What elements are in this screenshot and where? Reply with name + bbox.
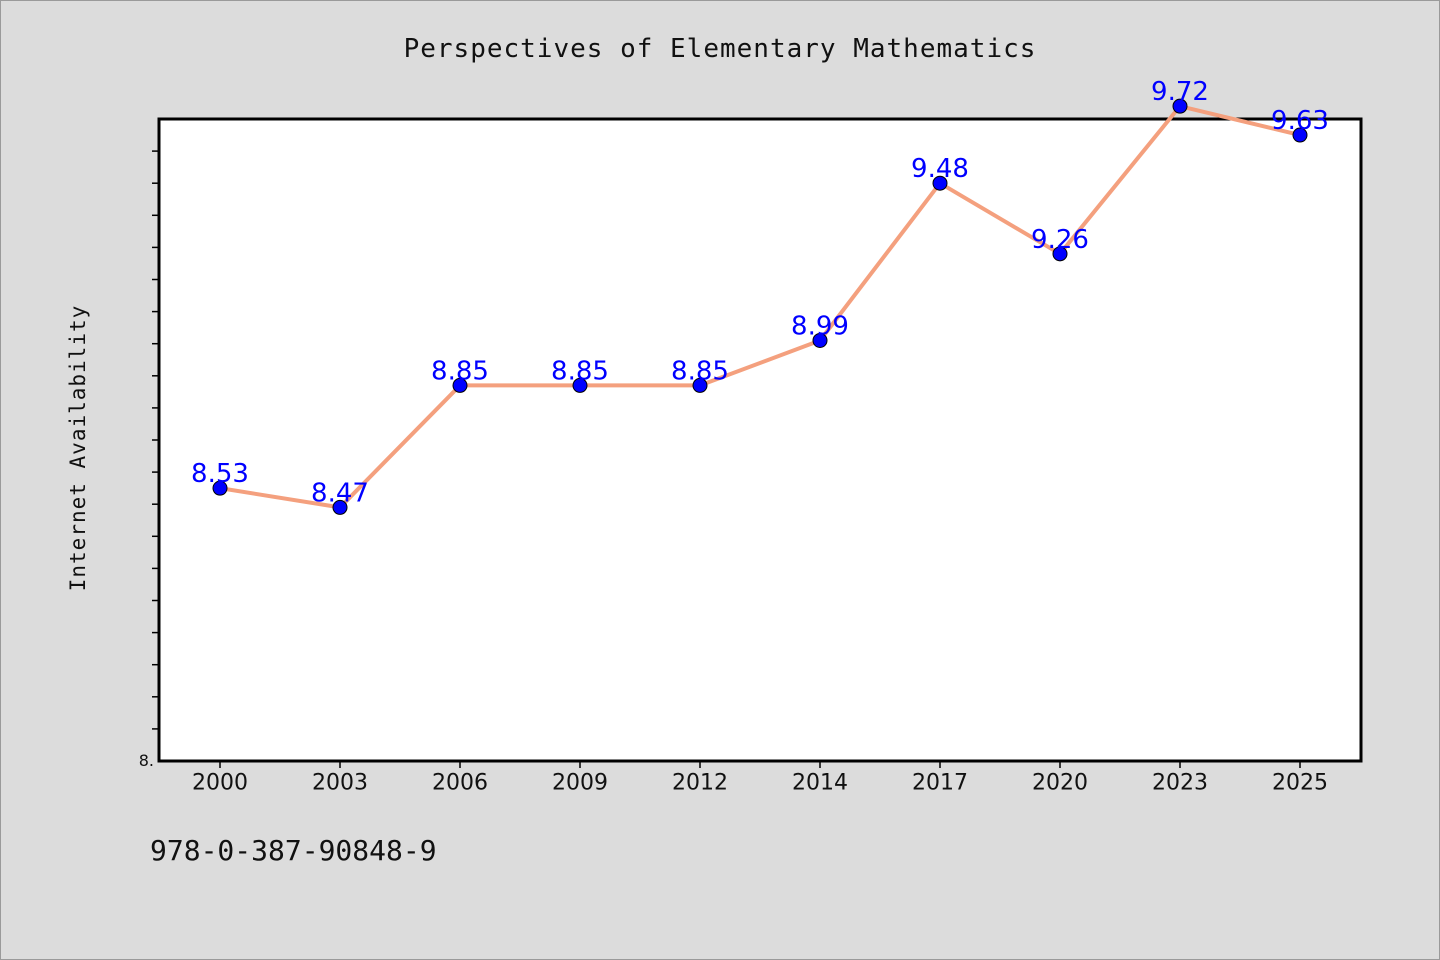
series-markers: [212, 98, 1308, 515]
data-label: 9.63: [1271, 106, 1329, 136]
data-point: [1052, 246, 1068, 262]
chart-title: Perspectives of Elementary Mathematics: [403, 34, 1037, 64]
data-label: 8.47: [311, 478, 369, 508]
footer-note: 978-0-387-90848-9: [150, 834, 437, 867]
data-point: [212, 480, 228, 496]
plot-area: [157, 117, 1363, 763]
x-tick-label: 2023: [1152, 771, 1208, 796]
data-point: [1292, 127, 1308, 143]
data-point: [692, 377, 708, 393]
y-axis-min-label: 8.: [139, 751, 154, 770]
data-label: 9.26: [1031, 225, 1089, 255]
x-tick-label: 2020: [1032, 771, 1088, 796]
data-label: 8.85: [671, 356, 729, 386]
x-tick-label: 2000: [192, 771, 248, 796]
x-tick-label: 2017: [912, 771, 968, 796]
series-line: [218, 104, 1302, 510]
series-line-path: [218, 104, 1302, 510]
data-label: 8.53: [191, 459, 249, 489]
x-tick-label: 2006: [432, 771, 488, 796]
data-label: 8.99: [791, 311, 849, 341]
data-point: [1172, 98, 1188, 114]
data-label: 8.85: [431, 356, 489, 386]
data-point: [332, 499, 348, 515]
x-tick-label: 2009: [552, 771, 608, 796]
data-point: [812, 332, 828, 348]
data-point: [932, 175, 948, 191]
x-axis-ticks: 2000 2003 2006 2009 2012 2014 2017 2020 2023 2025: [192, 761, 1328, 796]
data-label: 9.72: [1151, 77, 1209, 107]
data-label: 8.85: [551, 356, 609, 386]
y-axis-ticks: [152, 150, 159, 730]
x-tick-label: 2014: [792, 771, 848, 796]
x-tick-label: 2025: [1272, 771, 1328, 796]
data-label: 9.48: [911, 154, 969, 184]
data-point: [572, 377, 588, 393]
x-tick-label: 2003: [312, 771, 368, 796]
x-tick-label: 2012: [672, 771, 728, 796]
data-point: [452, 377, 468, 393]
data-labels: 8.53 8.47 8.85 8.85 8.85 8.99 9.48 9.26 9.72 9.63: [191, 77, 1329, 508]
